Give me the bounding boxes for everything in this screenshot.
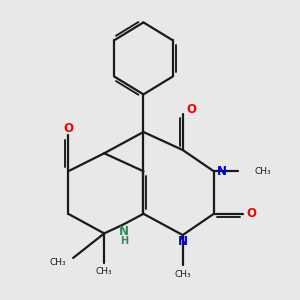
Text: CH₃: CH₃ [96, 266, 112, 275]
Text: N: N [217, 165, 227, 178]
Text: CH₃: CH₃ [50, 258, 67, 267]
Text: CH₃: CH₃ [174, 270, 191, 279]
Text: O: O [63, 122, 73, 135]
Text: O: O [246, 207, 256, 220]
Text: H: H [120, 236, 128, 246]
Text: N: N [178, 235, 188, 248]
Text: O: O [186, 103, 196, 116]
Text: N: N [119, 225, 129, 238]
Text: CH₃: CH₃ [255, 167, 271, 176]
